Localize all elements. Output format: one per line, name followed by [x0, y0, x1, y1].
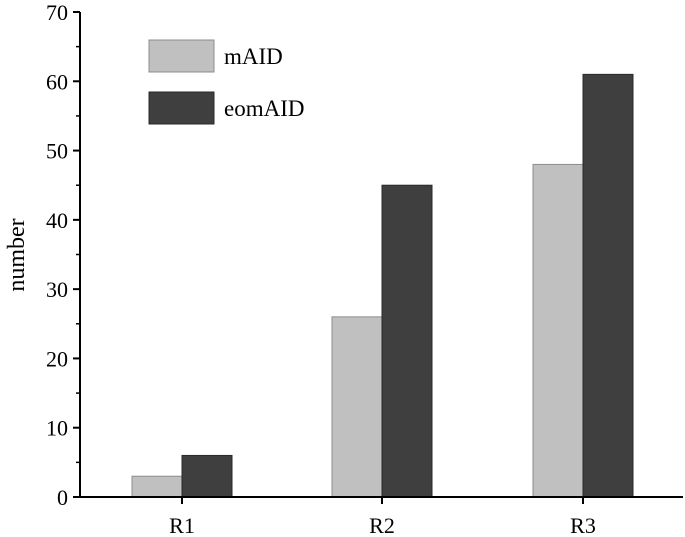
legend-swatch-mAID — [148, 39, 215, 73]
bar-eomAID-R2 — [381, 184, 433, 498]
y-tick-label: 60 — [46, 69, 68, 94]
bars-group — [131, 73, 634, 498]
x-tick-label: R1 — [169, 513, 195, 537]
legend-label-eomAID: eomAID — [224, 96, 304, 121]
y-tick-label: 30 — [46, 277, 68, 302]
y-tick-label: 40 — [46, 208, 68, 233]
legend-label-mAID: mAID — [224, 44, 283, 69]
y-tick-label: 50 — [46, 139, 68, 164]
bar-eomAID-R3 — [582, 73, 634, 498]
bar-mAID-R2 — [331, 316, 383, 498]
y-tick-label: 70 — [46, 0, 68, 25]
y-ticks-group: 0 10 20 30 40 50 60 70 — [46, 0, 80, 510]
x-tick-label: R3 — [570, 513, 596, 537]
bar-mAID-R3 — [532, 163, 584, 498]
x-ticks-group: R1 R2 R3 — [169, 497, 596, 537]
x-tick-label: R2 — [369, 513, 395, 537]
y-tick-label: 20 — [46, 346, 68, 371]
bar-mAID-R1 — [131, 475, 183, 498]
y-axis-title: number — [4, 218, 30, 291]
y-tick-label: 10 — [46, 416, 68, 441]
y-tick-label: 0 — [57, 485, 68, 510]
bar-eomAID-R1 — [181, 454, 233, 498]
legend: mAID eomAID — [148, 39, 304, 125]
legend-swatch-eomAID — [148, 91, 215, 125]
